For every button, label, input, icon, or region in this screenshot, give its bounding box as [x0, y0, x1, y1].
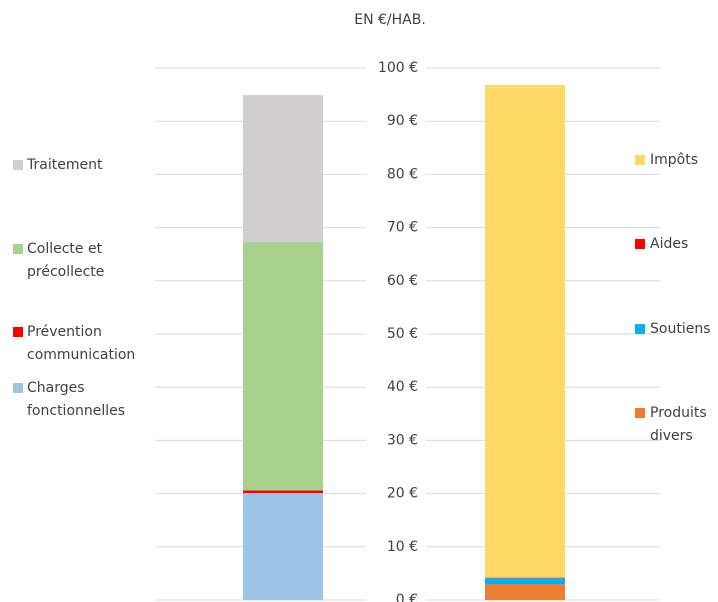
legend-swatch	[13, 244, 23, 254]
legend-swatch	[13, 327, 23, 337]
legend-swatch	[13, 160, 23, 170]
bar-segment	[243, 493, 323, 600]
bar-segment	[243, 95, 323, 242]
bar-segment	[243, 490, 323, 494]
y-tick-label: 10 €	[387, 539, 418, 555]
legend-swatch	[635, 408, 645, 418]
legend-swatch	[635, 155, 645, 165]
legend-swatch	[635, 239, 645, 249]
legend-label: Produits divers	[650, 405, 707, 444]
legend-swatch	[635, 324, 645, 334]
legend-label: Collecte et précollecte	[27, 241, 105, 280]
bar-segment	[485, 85, 565, 578]
legend-swatch	[13, 383, 23, 393]
chart-title: EN €/HAB.	[354, 12, 426, 28]
y-tick-label: 100 €	[378, 60, 418, 76]
y-tick-label: 60 €	[387, 273, 418, 289]
legend-label: Soutiens	[650, 321, 711, 337]
legend-label: Impôts	[650, 152, 699, 168]
legend-label: Charges fonctionnelles	[27, 380, 126, 419]
y-tick-label: 70 €	[387, 220, 418, 236]
y-tick-label: 20 €	[387, 486, 418, 502]
bar-segment	[243, 241, 323, 491]
bar-segment	[485, 578, 565, 585]
legend-label: Prévention communication	[27, 324, 136, 363]
y-tick-label: 0 €	[396, 592, 418, 602]
y-tick-label: 80 €	[387, 166, 418, 182]
bar-segment	[485, 584, 565, 600]
y-tick-label: 40 €	[387, 379, 418, 395]
y-tick-label: 90 €	[387, 113, 418, 129]
legend-label: Traitement	[27, 157, 103, 173]
bar-segment	[485, 577, 565, 579]
legend-label: Aides	[650, 236, 689, 252]
y-tick-label: 50 €	[387, 326, 418, 342]
y-tick-label: 30 €	[387, 432, 418, 448]
